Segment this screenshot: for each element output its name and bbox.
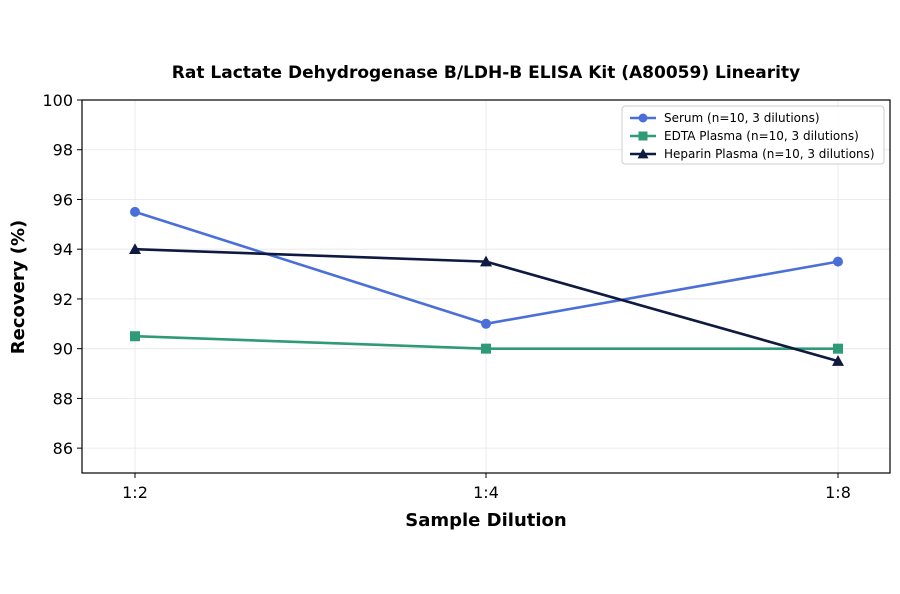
legend-label: EDTA Plasma (n=10, 3 dilutions): [664, 129, 859, 143]
data-point: [637, 148, 649, 159]
data-point: [129, 243, 141, 254]
data-point: [480, 255, 492, 267]
y-tick-label: 96: [53, 190, 73, 209]
series-0: [130, 206, 843, 329]
series-layer: [129, 206, 844, 366]
chart-title: Rat Lactate Dehydrogenase B/LDH-B ELISA …: [172, 63, 800, 83]
data-point: [481, 343, 491, 354]
data-point: [832, 355, 844, 366]
x-tick-label: 1:2: [122, 483, 148, 502]
y-tick-label: 86: [53, 439, 73, 458]
data-point: [481, 318, 491, 329]
series-1: [130, 331, 843, 354]
data-point: [638, 113, 648, 123]
y-tick-label: 98: [53, 141, 73, 160]
x-tick-label: 1:4: [473, 483, 499, 502]
y-tick-label: 88: [53, 389, 73, 408]
y-tick-label: 100: [42, 91, 73, 110]
legend-item: Heparin Plasma (n=10, 3 dilutions): [630, 147, 875, 161]
x-tick-label: 1:8: [825, 483, 851, 502]
y-tick-label: 92: [53, 290, 73, 309]
legend-item: Serum (n=10, 3 dilutions): [630, 111, 820, 125]
y-tick-label: 90: [53, 340, 73, 359]
series-2: [129, 243, 844, 366]
legend-item: EDTA Plasma (n=10, 3 dilutions): [630, 129, 859, 143]
data-point: [833, 343, 843, 354]
ticks-layer: 86 88 90 92 94 96 98 100 1:2 1:4 1:8: [42, 91, 850, 502]
data-point: [638, 131, 648, 141]
data-point: [130, 206, 140, 217]
x-axis-label: Sample Dilution: [405, 510, 566, 531]
legend-label: Serum (n=10, 3 dilutions): [664, 111, 820, 125]
y-tick-label: 94: [53, 240, 73, 259]
legend-box: [621, 105, 885, 165]
data-point: [130, 331, 140, 342]
y-axis-label: Recovery (%): [8, 220, 29, 354]
legend-label: Heparin Plasma (n=10, 3 dilutions): [664, 147, 875, 161]
series-line: [134, 210, 839, 326]
legend: Serum (n=10, 3 dilutions) EDTA Plasma (n=…: [621, 105, 885, 165]
data-point: [833, 256, 843, 267]
